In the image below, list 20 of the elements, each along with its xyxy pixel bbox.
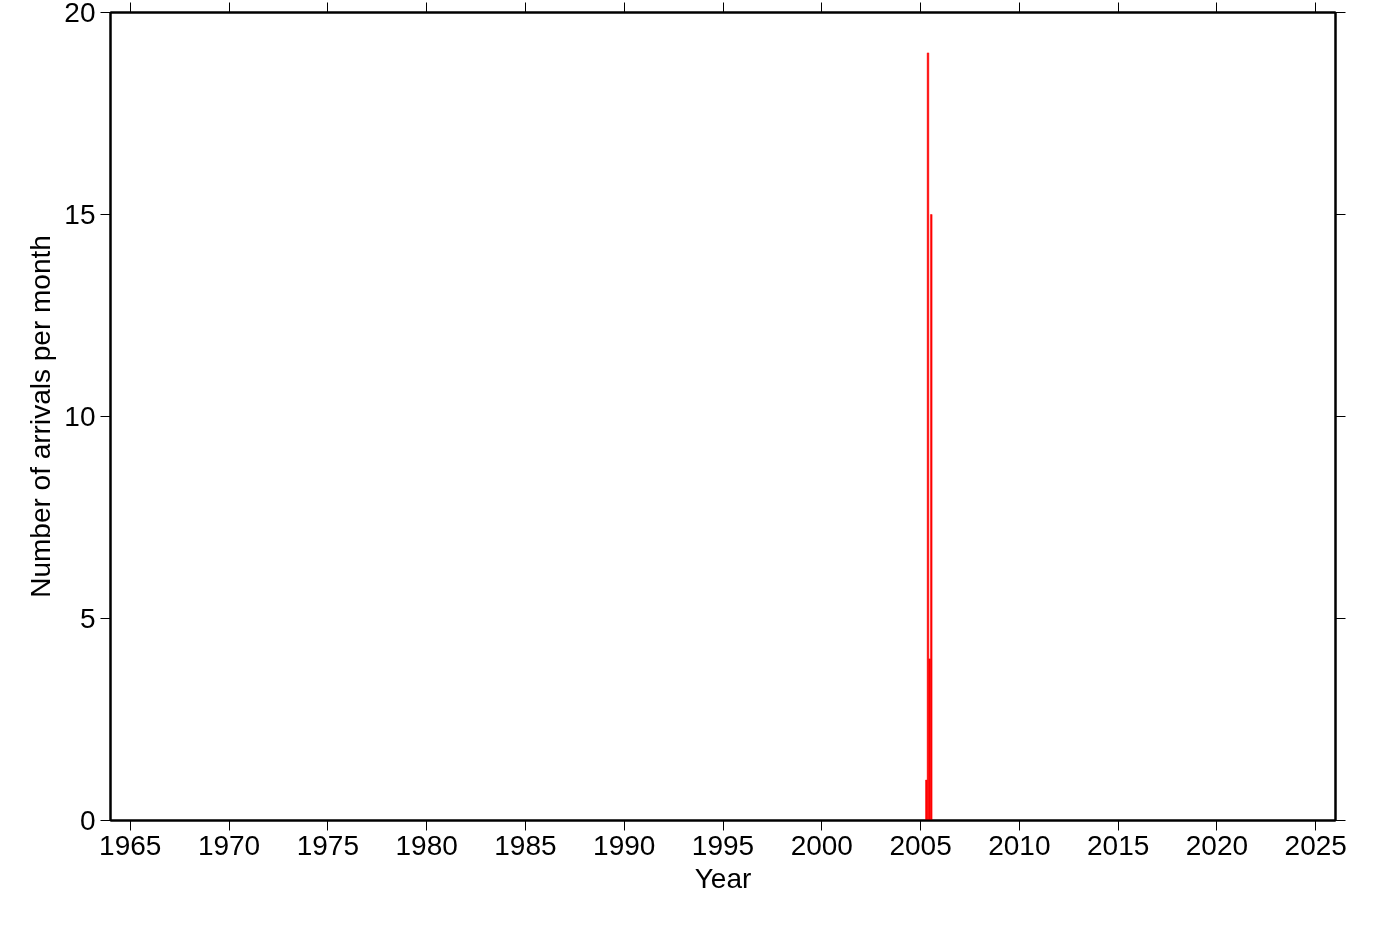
x-tick-label: 1980 <box>395 829 458 861</box>
x-tick-label: 2020 <box>1185 829 1249 861</box>
x-tick-label: 2025 <box>1284 829 1347 861</box>
y-tick-label: 5 <box>79 603 96 634</box>
y-tick-label: 0 <box>79 805 96 836</box>
y-tick-label: 20 <box>64 0 96 28</box>
y-axis-title: Number of arrivals per month <box>25 235 57 598</box>
x-tick-label: 1985 <box>494 829 557 861</box>
x-tick-label: 1965 <box>99 829 162 861</box>
x-tick-label: 1970 <box>197 829 261 861</box>
x-tick-label: 2000 <box>790 829 853 861</box>
x-tick-label: 1990 <box>593 829 656 861</box>
x-axis-title: Year <box>694 862 752 894</box>
x-tick-label: 2010 <box>988 829 1051 861</box>
y-tick-label: 15 <box>64 199 96 230</box>
x-tick-label: 2015 <box>1087 829 1150 861</box>
x-tick-label: 1975 <box>296 829 359 861</box>
x-tick-label: 2005 <box>889 829 952 861</box>
x-tick-label: 1995 <box>691 829 755 861</box>
y-tick-label: 10 <box>64 401 96 432</box>
